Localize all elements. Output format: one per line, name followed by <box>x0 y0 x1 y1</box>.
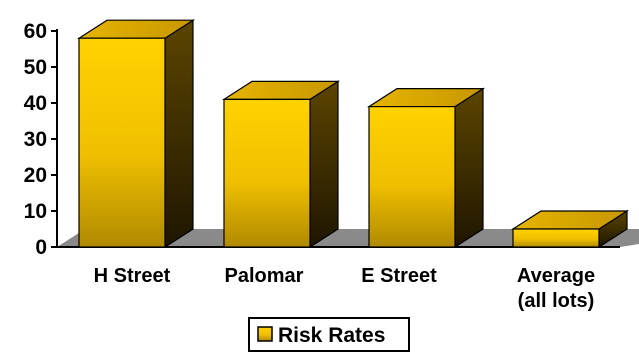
x-tick-label-line: H Street <box>94 265 171 287</box>
bar <box>76 19 196 249</box>
y-tick-label: 20 <box>24 164 47 187</box>
y-tick-label: 50 <box>24 56 47 79</box>
x-tick-label: Average (all lots) <box>517 265 595 312</box>
x-tick-label-line: Palomar <box>225 265 304 287</box>
x-tick-label-line: Average <box>517 265 595 287</box>
bar-side-face <box>309 80 339 249</box>
legend-box <box>248 317 410 352</box>
legend-swatch <box>257 326 273 342</box>
bar <box>510 209 630 249</box>
bar-side-face <box>164 19 194 249</box>
chart-floor <box>57 229 639 247</box>
y-tick-label: 60 <box>24 20 47 43</box>
y-tick-label: 0 <box>35 236 47 259</box>
y-tick-label: 10 <box>24 200 47 223</box>
bar-front-face <box>368 105 456 248</box>
x-tick-label: H Street <box>94 265 171 287</box>
bar-front-face <box>223 98 311 248</box>
bar-front-face <box>512 228 600 248</box>
bar-front-face <box>78 37 166 248</box>
x-tick-label-line: (all lots) <box>518 290 595 312</box>
x-tick-label: E Street <box>361 265 437 287</box>
legend-label: Risk Rates <box>278 324 385 347</box>
x-tick-label-line: E Street <box>361 265 437 287</box>
bar <box>221 80 341 249</box>
y-tick-label: 40 <box>24 92 47 115</box>
x-tick-label: Palomar <box>225 265 304 287</box>
bar <box>366 87 486 249</box>
legend: Risk Rates <box>248 317 410 352</box>
bar-side-face <box>454 87 484 249</box>
y-tick-label: 30 <box>24 128 47 151</box>
